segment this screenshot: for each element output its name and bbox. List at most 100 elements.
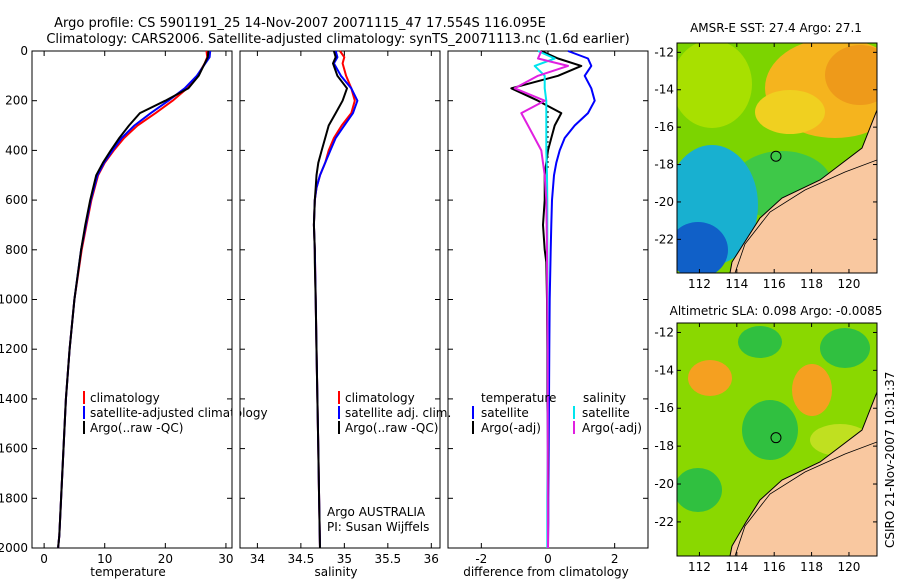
y-tick-label: 800 <box>5 243 28 257</box>
sst-map-ticks: 112 114 116 118 120 -12 -14 -16 -18 -20 -22 <box>654 43 877 291</box>
x-tick-label: 35.5 <box>374 552 401 566</box>
lat-tick-label: -12 <box>654 45 674 59</box>
salinity-xlabel: salinity <box>314 565 357 579</box>
difference-xlabel: difference from climatology <box>463 565 629 579</box>
lon-tick-label: 114 <box>725 277 748 291</box>
credit-timestamp: CSIRO 21-Nov-2007 10:31:37 <box>883 372 897 548</box>
series-line-argo-raw-qc- <box>57 50 210 549</box>
series-line-argo-raw-qc- <box>312 50 348 549</box>
x-tick-label: 0 <box>40 552 48 566</box>
sla-float-marker <box>770 432 782 444</box>
sla-high-anomaly-west <box>688 360 732 396</box>
series-line-climatology <box>57 50 209 549</box>
salinity-ticks: 34 34.5 35 35.5 36 <box>240 50 440 566</box>
y-tick-label: 1200 <box>0 342 28 356</box>
temperature-xlabel: temperature <box>90 565 165 579</box>
series-line-salinity-satellite <box>533 50 556 548</box>
legend-label-argo: Argo(..raw -QC) <box>90 421 183 435</box>
lat-tick-label: -16 <box>654 401 674 415</box>
lon-tick-label: 112 <box>688 277 711 291</box>
sla-coastline <box>729 391 877 556</box>
x-tick-label: 0 <box>544 552 552 566</box>
x-tick-label: -2 <box>475 552 487 566</box>
x-tick-label: 34.5 <box>288 552 315 566</box>
legend-overflow-mask <box>232 390 240 420</box>
lat-tick-label: -20 <box>654 477 674 491</box>
figure-title-line1: Argo profile: CS 5901191_25 14-Nov-2007 … <box>54 16 546 31</box>
lon-tick-label: 118 <box>800 560 823 574</box>
sla-map-ticks: 112 114 116 118 120 -12 -14 -16 -18 -20 -22 <box>654 323 877 574</box>
series-line-satellite-adjusted-climatology <box>57 50 212 549</box>
y-tick-label: 1400 <box>0 392 28 406</box>
lat-tick-label: -14 <box>654 363 674 377</box>
sla-map <box>677 323 877 556</box>
series-line-climatology <box>312 50 356 549</box>
y-tick-label: 1800 <box>0 491 28 505</box>
sst-warm-patch <box>677 43 752 128</box>
sst-hot-core <box>825 45 877 105</box>
legend-header-salinity: salinity <box>583 391 626 405</box>
x-tick-label: 36 <box>424 552 439 566</box>
temperature-legend: climatology satellite-adjusted climatolo… <box>83 391 268 435</box>
difference-legend: temperature salinity satellite Argo(-adj… <box>472 391 642 435</box>
lon-tick-label: 116 <box>763 560 786 574</box>
x-tick-label: 34 <box>250 552 265 566</box>
x-tick-label: 10 <box>97 552 112 566</box>
legend-label-temp-satellite: satellite <box>481 406 529 420</box>
lon-tick-label: 112 <box>688 560 711 574</box>
series-line-satellite-adj-clim- <box>312 50 359 549</box>
sla-isobath <box>734 441 877 556</box>
legend-label-temp-argo: Argo(-adj) <box>481 421 541 435</box>
lon-tick-label: 120 <box>838 560 861 574</box>
lat-tick-label: -16 <box>654 120 674 134</box>
x-tick-label: 30 <box>218 552 233 566</box>
figure-title-line2: Climatology: CARS2006. Satellite-adjuste… <box>46 32 629 47</box>
sst-yellow-band <box>755 90 825 134</box>
legend-header-temperature: temperature <box>481 391 556 405</box>
sla-map-title: Altimetric SLA: 0.098 Argo: -0.0085 <box>670 304 883 318</box>
y-tick-label: 1000 <box>0 293 28 307</box>
lat-tick-label: -22 <box>654 515 674 529</box>
lat-tick-label: -22 <box>654 232 674 246</box>
x-tick-label: 20 <box>158 552 173 566</box>
sst-float-marker <box>770 150 782 162</box>
y-tick-label: 200 <box>5 94 28 108</box>
lat-tick-label: -18 <box>654 158 674 172</box>
lat-tick-label: -20 <box>654 195 674 209</box>
lat-tick-label: -14 <box>654 83 674 97</box>
sla-high-anomaly-east <box>792 364 832 416</box>
lon-tick-label: 120 <box>838 277 861 291</box>
sst-map-frame <box>676 42 878 274</box>
legend-label-satellite: satellite adj. clim. <box>345 406 451 420</box>
temperature-ticks: 0 10 20 30 0 200 400 600 800 1000 1200 1400 1600 1800… <box>0 44 234 566</box>
x-tick-label: 2 <box>611 552 619 566</box>
series-line-temperature-satellite <box>547 50 596 549</box>
sla-low-anomaly-ne <box>820 328 870 368</box>
lon-tick-label: 116 <box>763 277 786 291</box>
sst-coastline <box>729 109 877 273</box>
sst-map-title: AMSR-E SST: 27.4 Argo: 27.1 <box>690 21 862 35</box>
lon-tick-label: 118 <box>800 277 823 291</box>
sst-cold-core <box>677 222 728 273</box>
salinity-lines <box>312 50 359 549</box>
legend-label-sal-satellite: satellite <box>582 406 630 420</box>
annotation-institution: Argo AUSTRALIA <box>327 505 426 519</box>
legend-label-satellite: satellite-adjusted climatology <box>90 406 268 420</box>
lon-tick-label: 114 <box>725 560 748 574</box>
difference-lines <box>510 50 596 549</box>
legend-label-climatology: climatology <box>90 391 160 405</box>
sst-land <box>730 110 877 273</box>
lat-tick-label: -18 <box>654 439 674 453</box>
temperature-lines <box>57 50 212 549</box>
sst-map <box>677 43 877 273</box>
series-line-salinity-argo-adj- <box>513 50 569 549</box>
sla-land <box>730 392 877 556</box>
y-tick-label: 600 <box>5 193 28 207</box>
lat-tick-label: -12 <box>654 325 674 339</box>
salinity-axes <box>239 50 441 549</box>
sla-map-frame <box>676 322 878 557</box>
legend-label-argo: Argo(..raw -QC) <box>345 421 438 435</box>
legend-label-climatology: climatology <box>345 391 415 405</box>
sla-low-anomaly-sw <box>677 468 722 512</box>
